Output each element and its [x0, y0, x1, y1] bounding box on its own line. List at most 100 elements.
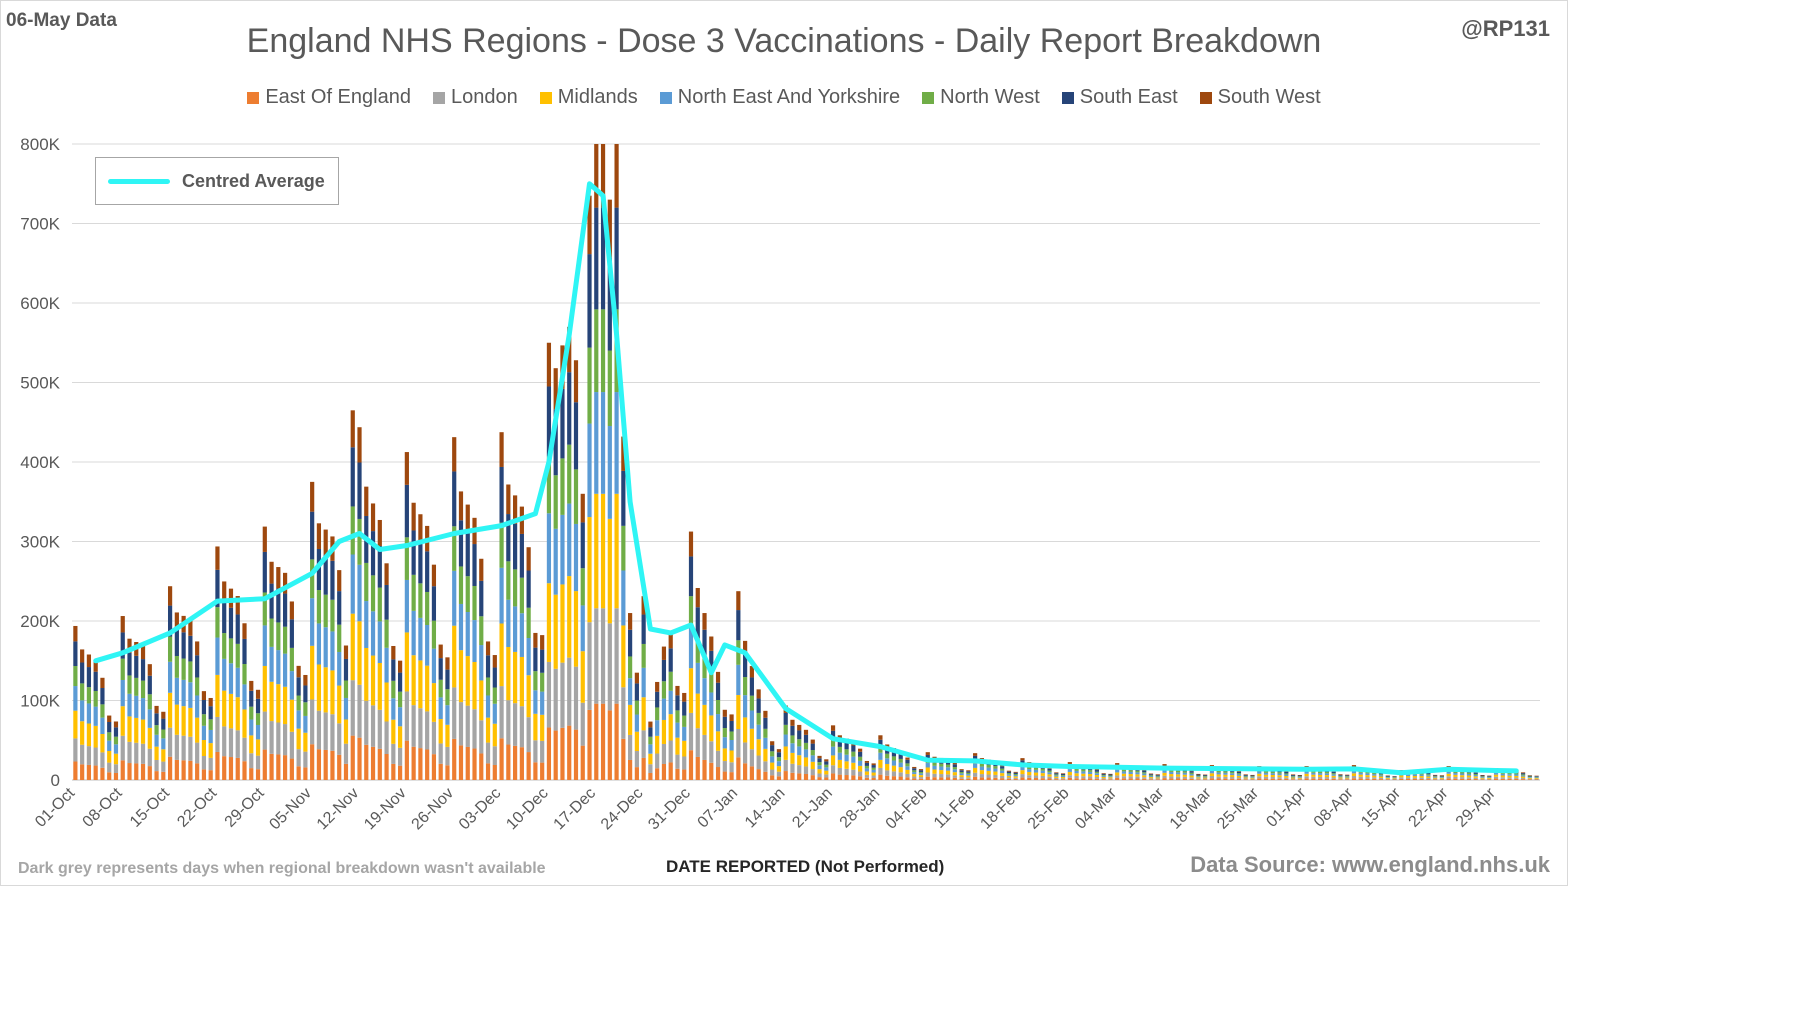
bar-segment [628, 613, 633, 630]
bar-segment [837, 767, 842, 775]
bar-segment [1399, 775, 1404, 778]
bar-segment [621, 436, 626, 471]
bar-segment [546, 456, 552, 514]
bar-segment [614, 392, 619, 494]
bar-segment [661, 646, 667, 660]
bar-segment [364, 647, 369, 701]
bar-segment [330, 560, 335, 600]
bar-segment [425, 551, 430, 592]
bar-segment [1263, 771, 1269, 773]
bar-segment [255, 769, 261, 780]
legend-label: South East [1079, 86, 1178, 108]
bar-segment [844, 761, 849, 769]
bar-segment [1439, 775, 1445, 777]
bar-segment [296, 710, 301, 729]
bar-segment [830, 746, 836, 756]
bar-segment [1419, 778, 1424, 780]
bar-segment [682, 769, 687, 780]
bar-segment [885, 775, 890, 780]
bar-segment [621, 738, 626, 780]
bar-segment [1372, 774, 1377, 776]
bar-segment [959, 771, 964, 774]
bar-segment [1175, 778, 1181, 780]
bar-segment [1433, 774, 1438, 776]
bar-segment [770, 751, 775, 757]
bar-segment [743, 640, 748, 655]
bar-segment [634, 700, 639, 715]
bar-segment [1473, 777, 1478, 780]
bar-segment [1060, 778, 1066, 780]
bar-segment [709, 636, 714, 651]
bar-segment [1128, 770, 1133, 772]
bar-segment [1067, 777, 1072, 780]
bar-segment [398, 672, 403, 692]
bar-segment [871, 775, 876, 779]
bar-segment [648, 744, 653, 754]
bar-segment [431, 648, 437, 684]
bar-segment [107, 750, 112, 763]
bar-segment [201, 769, 207, 780]
bar-segment [709, 650, 714, 674]
bar-segment [763, 710, 768, 718]
bar-segment [215, 751, 220, 780]
bar-segment [438, 644, 443, 659]
bar-segment [1182, 778, 1187, 780]
x-tick-label: 29-Oct [222, 784, 268, 830]
bar-segment [323, 529, 328, 555]
bar-segment [628, 734, 633, 760]
bar-segment [1243, 774, 1248, 775]
bar-segment [1399, 778, 1404, 780]
bar-segment [783, 712, 788, 725]
bar-segment [729, 750, 734, 763]
bar-segment [107, 715, 112, 722]
bar-segment [1074, 775, 1079, 779]
bar-segment [1054, 777, 1059, 780]
bar-segment [891, 776, 897, 780]
bar-segment [134, 717, 139, 743]
x-tick-label: 17-Dec [551, 785, 599, 833]
bar-segment [310, 645, 315, 700]
bar-segment [600, 608, 606, 704]
bar-segment [1507, 772, 1512, 775]
bar-segment [715, 682, 721, 700]
bar-segment [181, 658, 186, 680]
bar-segment [682, 740, 687, 757]
bar-segment [364, 700, 369, 745]
bar-segment [952, 769, 957, 773]
bar-segment [783, 771, 788, 780]
bar-segment [573, 591, 579, 667]
bar-segment [242, 709, 247, 738]
bar-segment [973, 767, 978, 773]
bar-segment [276, 684, 281, 723]
bar-segment [1338, 774, 1343, 775]
bar-segment [1033, 775, 1039, 779]
bar-segment [1135, 772, 1140, 775]
bar-segment [1324, 775, 1330, 778]
bar-segment [161, 771, 166, 780]
bar-segment [1135, 774, 1140, 777]
bar-segment [1250, 774, 1255, 776]
bar-segment [715, 714, 721, 732]
bar-segment [722, 761, 727, 772]
bar-segment [1020, 758, 1025, 761]
bar-segment [154, 725, 159, 735]
bar-segment [506, 484, 511, 515]
bar-segment [431, 586, 437, 621]
bar-segment [560, 458, 565, 515]
bar-segment [776, 776, 782, 780]
x-tick-label: 08-Oct [80, 784, 126, 830]
bar-segment [682, 692, 687, 702]
bar-segment [648, 727, 653, 737]
bar-segment [384, 682, 389, 722]
bar-segment [411, 502, 416, 531]
bar-segment [1331, 771, 1336, 774]
bar-segment [1216, 776, 1221, 779]
bar-segment [1338, 775, 1343, 777]
bar-segment [1209, 765, 1214, 767]
bar-segment [878, 739, 883, 747]
bar-segment [1520, 772, 1526, 774]
bar-segment [1446, 773, 1451, 777]
bar-segment [688, 556, 694, 597]
bar-segment [526, 638, 531, 676]
bar-segment [1385, 778, 1390, 780]
